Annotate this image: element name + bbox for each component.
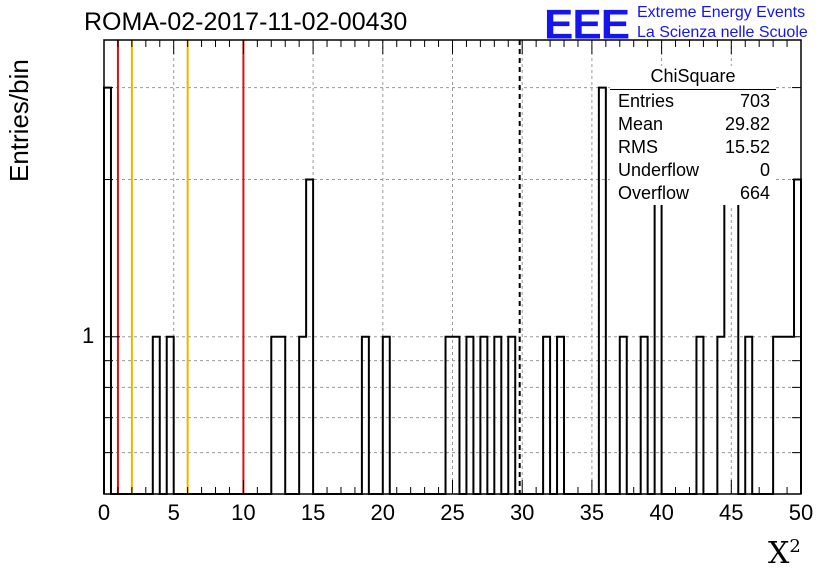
- eee-logo: EEE: [544, 1, 630, 48]
- y-axis-label: Entries/bin: [4, 59, 34, 182]
- stats-value: 15.52: [724, 137, 770, 157]
- eee-logo-line2: La Scienza nelle Scuole: [637, 24, 808, 41]
- x-tick-label: 50: [788, 500, 814, 525]
- x-tick-label: 0: [97, 500, 111, 525]
- x-axis-label-exponent: 2: [789, 536, 801, 557]
- stats-row-entries: Entries 703: [610, 90, 776, 113]
- stats-row-overflow: Overflow 664: [610, 182, 776, 205]
- x-tick-label: 30: [509, 500, 535, 525]
- x-axis-label: X2: [768, 536, 801, 571]
- stats-label: Mean: [618, 114, 664, 134]
- stats-row-mean: Mean 29.82: [610, 113, 776, 136]
- stats-value: 0: [759, 160, 770, 180]
- y-tick-label: 1: [82, 322, 95, 348]
- x-tick-label: 25: [440, 500, 465, 525]
- stats-row-rms: RMS 15.52: [610, 136, 776, 159]
- stats-label: Overflow: [618, 183, 690, 203]
- stats-title: ChiSquare: [610, 66, 776, 90]
- run-title: ROMA-02-2017-11-02-00430: [84, 8, 408, 36]
- stats-label: Underflow: [618, 160, 700, 180]
- eee-logo-line1: Extreme Energy Events: [637, 4, 806, 21]
- x-tick-label: 5: [167, 500, 180, 525]
- x-tick-label: 40: [649, 500, 674, 525]
- stats-value: 703: [739, 91, 770, 111]
- stats-row-underflow: Underflow 0: [610, 159, 776, 182]
- stats-label: RMS: [618, 137, 658, 157]
- x-axis-label-symbol: X: [768, 536, 790, 571]
- stats-value: 29.82: [724, 114, 770, 134]
- stats-box: ChiSquare Entries 703 Mean 29.82 RMS 15.…: [610, 66, 776, 205]
- x-tick-label: 15: [300, 500, 326, 525]
- x-tick-label: 20: [370, 500, 396, 525]
- x-tick-label: 35: [579, 500, 605, 525]
- x-tick-label: 45: [719, 500, 744, 525]
- x-tick-label: 10: [231, 500, 256, 525]
- stats-value: 664: [739, 183, 770, 203]
- stats-label: Entries: [618, 91, 675, 111]
